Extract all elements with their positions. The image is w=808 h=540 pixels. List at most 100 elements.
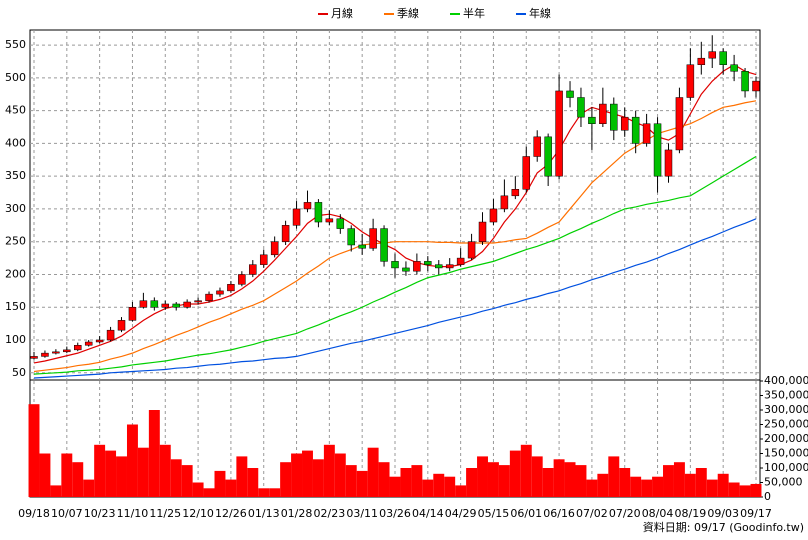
candle-body <box>270 241 279 256</box>
legend-label: 半年 <box>463 6 485 20</box>
x-tick-label: 12/10 <box>182 507 214 520</box>
legend-label: 月線 <box>331 6 353 20</box>
volume-bar <box>225 479 237 497</box>
volume-bar <box>203 488 215 497</box>
volume-tick-label: 300,000 <box>764 403 808 416</box>
candle-body <box>697 57 706 65</box>
volume-bar <box>148 410 160 497</box>
candle-body <box>84 341 93 346</box>
x-tick-label: 07/02 <box>576 507 608 520</box>
volume-bar <box>367 447 379 497</box>
volume-bar <box>750 483 762 497</box>
candle-body <box>631 116 640 144</box>
volume-bar <box>619 468 631 497</box>
volume-bar <box>192 482 204 497</box>
candle-body <box>741 71 749 92</box>
candle-body <box>511 189 520 197</box>
volume-bar <box>126 424 138 497</box>
y-tick-label: 550 <box>5 38 26 51</box>
volume-bar <box>586 479 598 497</box>
x-tick-label: 08/19 <box>675 507 707 520</box>
volume-bar <box>258 488 270 497</box>
candle-body <box>63 349 71 353</box>
candle-body <box>424 261 432 265</box>
y-tick-label: 350 <box>5 169 26 182</box>
volume-bar <box>455 485 467 497</box>
volume-bar <box>422 479 434 497</box>
candle-body <box>588 116 596 124</box>
y-tick-label: 450 <box>5 104 26 117</box>
volume-bar <box>291 453 303 497</box>
volume-bar <box>323 444 335 497</box>
candle-body <box>325 218 334 223</box>
candle-body <box>117 320 126 331</box>
candle-body <box>314 202 323 223</box>
volume-bar <box>83 479 95 497</box>
volume-bar <box>61 453 73 497</box>
volume-bar <box>181 465 193 497</box>
volume-bar <box>531 456 543 497</box>
volume-bar <box>739 485 751 497</box>
volume-bar <box>706 479 718 497</box>
y-tick-label: 150 <box>5 300 26 313</box>
volume-bar <box>498 465 510 497</box>
volume-bar <box>378 462 390 497</box>
volume-bar <box>214 470 226 497</box>
volume-bar <box>509 450 521 497</box>
volume-tick-label: 150,000 <box>764 447 808 460</box>
volume-bar <box>542 468 554 497</box>
x-tick-label: 11/10 <box>117 507 149 520</box>
candle-body <box>456 257 465 265</box>
y-tick-label: 50 <box>12 366 26 379</box>
labels: 50 100 150 200 250 300 350 400 450 500 550 050,000 1… <box>5 6 808 520</box>
volume-tick-label: 400,000 <box>764 374 808 387</box>
volume-bar <box>105 450 117 497</box>
volume-bar <box>608 456 620 497</box>
volume-bar <box>597 473 609 497</box>
candle-body <box>347 228 355 246</box>
volume-bar <box>170 459 182 497</box>
x-tick-label: 06/01 <box>510 507 542 520</box>
volume-bar <box>717 473 729 497</box>
candle-body <box>500 195 509 210</box>
candle-body <box>336 218 345 229</box>
volume-bar <box>575 465 587 497</box>
candle-body <box>708 51 716 59</box>
candle-body <box>675 97 684 151</box>
x-tick-label: 01/28 <box>281 507 313 520</box>
candle-body <box>719 51 727 65</box>
volume-bars <box>28 404 762 497</box>
x-tick-label: 10/07 <box>51 507 83 520</box>
volume-bar <box>695 468 707 497</box>
candle-body <box>413 261 421 272</box>
volume-bar <box>236 456 248 497</box>
moving-average-line <box>33 155 757 375</box>
volume-bar <box>400 468 412 497</box>
x-tick-label: 09/17 <box>740 507 772 520</box>
volume-bar <box>345 465 357 497</box>
candle-body <box>653 123 662 177</box>
volume-bar <box>630 476 642 497</box>
candle-body <box>555 90 563 177</box>
candle-body <box>577 97 585 118</box>
candle-body <box>489 208 498 223</box>
x-tick-label: 02/23 <box>314 507 346 520</box>
volume-bar <box>94 444 106 497</box>
candle-body <box>74 345 82 351</box>
candle-body <box>391 261 399 269</box>
volume-tick-label: 0 <box>764 490 771 503</box>
candle-body <box>161 303 170 308</box>
candle-body <box>752 80 760 92</box>
volume-bar <box>389 476 401 497</box>
volume-bar <box>312 459 324 497</box>
volume-bar <box>673 462 685 497</box>
y-tick-label: 100 <box>5 333 26 346</box>
candle-body <box>686 64 695 98</box>
volume-tick-label: 250,000 <box>764 418 808 431</box>
volume-bar <box>334 453 346 497</box>
x-tick-label: 08/04 <box>642 507 674 520</box>
y-tick-label: 400 <box>5 136 26 149</box>
candle-body <box>610 103 618 131</box>
candle-body <box>139 300 148 308</box>
candle-body <box>205 293 213 301</box>
